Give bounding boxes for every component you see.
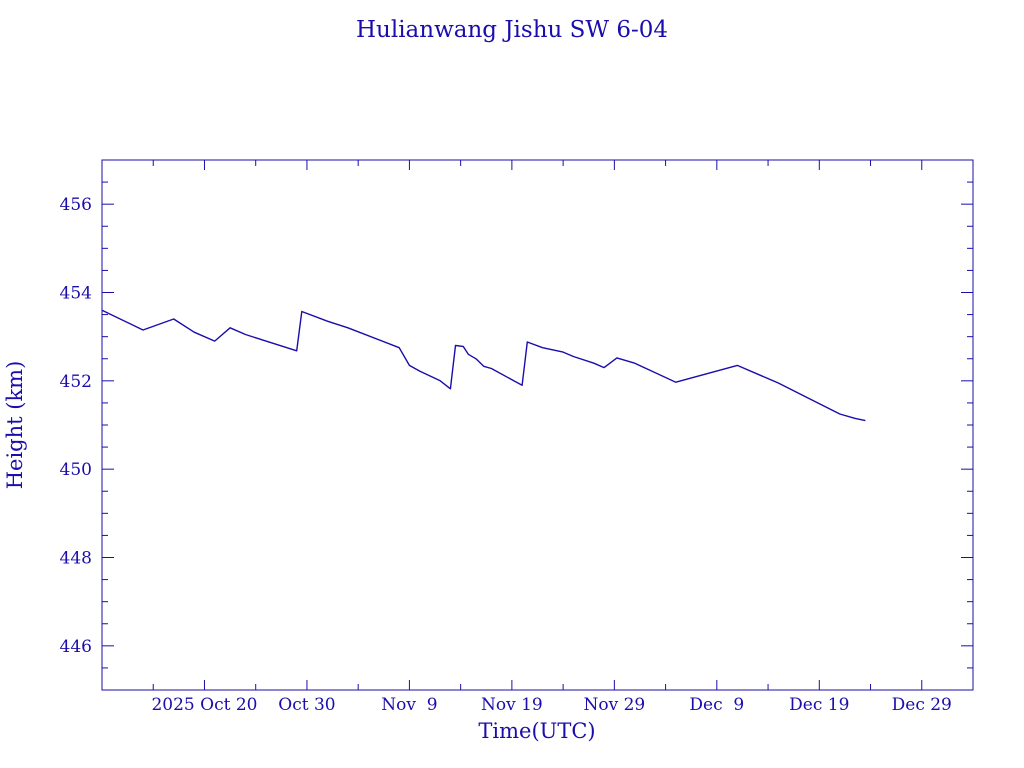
series-line xyxy=(101,309,866,422)
y-tick-label: 454 xyxy=(60,284,92,304)
y-tick-label: 450 xyxy=(60,460,92,480)
y-axis: 446 448 450 452 454 456 xyxy=(60,159,973,691)
x-tick-label: Dec 29 xyxy=(892,695,952,715)
x-tick-label: Oct 30 xyxy=(278,695,335,715)
y-tick-label: 456 xyxy=(60,195,92,215)
x-tick-label: 2025 Oct 20 xyxy=(151,695,257,715)
x-tick-label: Dec 9 xyxy=(689,695,744,715)
x-axis-label: Time(UTC) xyxy=(478,719,595,743)
x-tick-label: Dec 19 xyxy=(789,695,849,715)
x-tick-label: Nov 19 xyxy=(481,695,543,715)
y-tick-label: 452 xyxy=(60,372,92,392)
chart-title: Hulianwang Jishu SW 6-04 xyxy=(356,17,668,43)
y-tick-label: 446 xyxy=(60,637,92,657)
plot-frame xyxy=(101,159,974,691)
x-tick-label: Nov 9 xyxy=(381,695,437,715)
x-axis: 2025 Oct 20 Oct 30 Nov 9 Nov 19 Nov 29 Dec 9 D… xyxy=(151,160,974,715)
y-axis-label: Height (km) xyxy=(3,361,27,490)
x-tick-label: Nov 29 xyxy=(583,695,645,715)
y-tick-label: 448 xyxy=(60,549,92,569)
